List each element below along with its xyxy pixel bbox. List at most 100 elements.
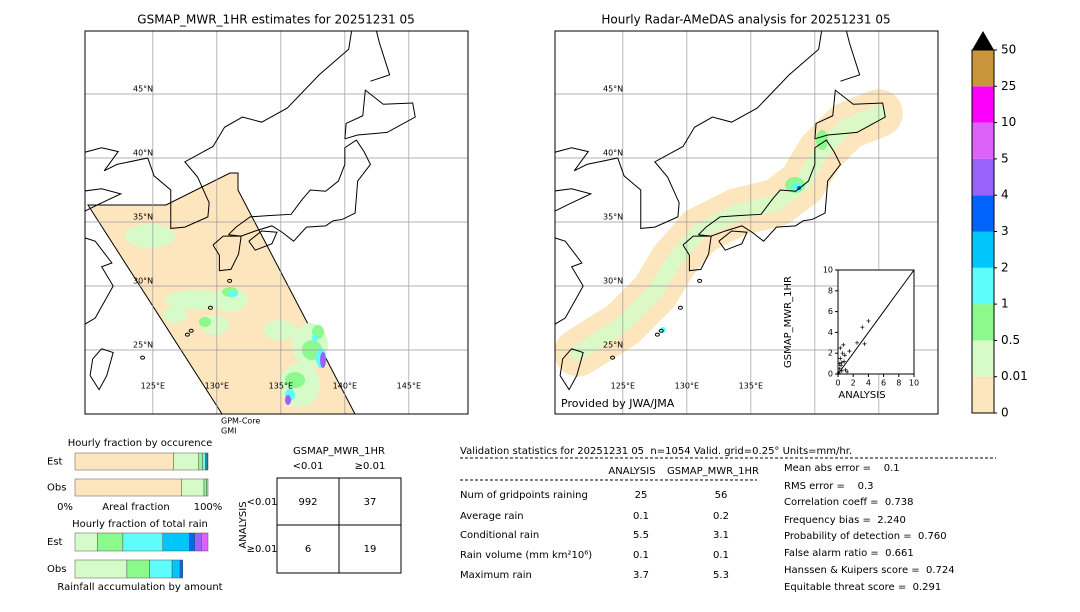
y-tick-label: 10 [823,266,833,275]
stat-value: 5.3 [713,570,729,581]
fraction-segment [149,559,173,579]
coastline [89,348,114,391]
scatter-point [842,359,847,364]
row-header: ≥0.01 [247,544,278,555]
colorbar-swatch [972,158,994,196]
island [227,278,233,283]
fraction-segment [206,478,209,497]
lon-label: 135°E [739,382,763,391]
coastline [212,235,242,272]
column-header: <0.01 [293,461,324,472]
lat-label: 30°N [133,277,153,286]
map-frame [84,30,469,415]
map-layer [85,31,468,414]
x-tick-label: 4 [866,379,871,388]
lat-label: 25°N [603,341,623,350]
rain-area [320,352,326,368]
fraction-segment [126,559,150,579]
y-tick-label: 6 [828,307,833,316]
fraction-segment [206,452,209,471]
table-cell: 6 [305,544,311,555]
scatter-point [845,369,850,374]
swath-label: GPM-Core [221,417,260,426]
coastline [682,235,712,272]
coastline [248,230,278,251]
lon-label: 125°E [141,382,165,391]
stat-label: Rain volume (mm km²10⁶) [460,550,592,561]
fraction-segment [122,532,164,552]
credit: Provided by JWA/JMA [561,397,675,410]
rain-area [212,288,248,312]
map-title: GSMAP_MWR_1HR estimates for 20251231 05 [137,13,414,27]
stat-value: 3.1 [713,530,729,541]
colorbar-label: 5 [1001,151,1009,165]
lat-label: 45°N [603,85,623,94]
lon-label: 145°E [397,382,421,391]
column-header: ANALYSIS [608,466,655,477]
fraction-segment [202,452,206,471]
island [610,355,616,360]
fraction-segment [74,478,182,497]
rain-area [264,320,296,340]
score: Correlation coeff = 0.738 [784,497,914,508]
colorbar-label: 0 [1001,406,1009,420]
column-header: GSMAP_MWR_1HR [667,466,759,477]
scatter-point [842,353,847,358]
lat-label: 40°N [603,149,623,158]
fraction-segment [181,478,205,497]
lon-label: 135°E [269,382,293,391]
score: Probability of detection = 0.760 [784,531,947,542]
coastline [555,31,823,229]
scatter-point [837,366,842,371]
rain-area [228,291,238,297]
lat-label: 45°N [133,85,153,94]
y-tick-label: 4 [828,328,833,337]
validation-header: Validation statistics for 20251231 05 n=… [460,446,852,457]
colorbar-label: 4 [1001,188,1009,202]
rain-area [312,334,318,342]
rain-area [570,105,887,361]
table-cell: 19 [364,544,377,555]
colorbar-swatch [972,50,994,87]
stat-value: 0.1 [633,511,649,522]
island [140,355,146,360]
island [188,328,194,333]
row-label: Est [47,537,63,548]
stat-label: Average rain [460,511,524,522]
score: Hanssen & Kuipers score = 0.724 [784,565,955,576]
row-label: Est [47,457,63,468]
row-axis-label: ANALYSIS [238,501,249,548]
coastline [228,139,372,242]
stat-value: 0.1 [633,550,649,561]
scatter-point [840,351,845,356]
coastline [344,89,416,140]
fraction-segment [74,559,128,579]
lat-label: 35°N [133,213,153,222]
colorbar-swatch [972,376,994,413]
colorbar-label: 2 [1001,260,1009,274]
fraction-segment [189,532,195,552]
scatter-point [839,368,844,373]
coastline [85,237,114,325]
stat-value: 5.5 [633,530,649,541]
rain-area [285,395,291,405]
colorbar-swatch [972,340,994,377]
scatter-point [838,346,843,350]
scatter-point [847,349,852,354]
lon-label: 130°E [205,382,229,391]
fraction-segment [74,452,174,471]
rain-area [199,317,211,327]
lon-label: 130°E [675,382,699,391]
stat-value: 56 [715,490,728,501]
fraction-segment [194,532,202,552]
score: False alarm ratio = 0.661 [784,548,914,559]
colorbar-label: 0.5 [1001,333,1020,347]
row-label: Obs [47,564,66,575]
coastline [555,188,593,212]
scatter-point [838,356,843,361]
scatter-point [866,318,871,323]
colorbar-swatch [972,304,994,341]
map-frame [554,30,939,415]
coastline [559,348,584,391]
